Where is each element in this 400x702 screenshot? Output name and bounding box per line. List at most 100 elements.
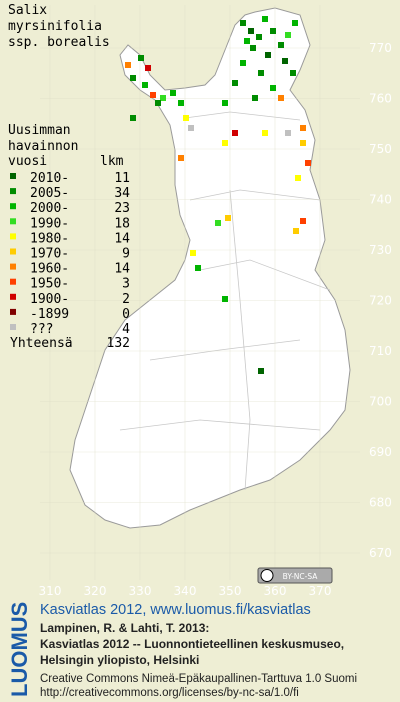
legend-heading: Uusimman bbox=[8, 123, 71, 138]
legend-count: 3 bbox=[122, 277, 130, 292]
license-url[interactable]: http://creativecommons.org/licenses/by-n… bbox=[40, 687, 299, 699]
record-square bbox=[150, 92, 156, 98]
legend-heading: havainnon bbox=[8, 139, 78, 154]
legend-swatch bbox=[10, 308, 16, 315]
grid-label: 720 bbox=[369, 294, 392, 308]
record-square bbox=[278, 42, 284, 48]
legend-count: 2 bbox=[122, 292, 130, 307]
record-square bbox=[188, 125, 194, 131]
cc-icon bbox=[260, 569, 274, 582]
legend-label: 1900- bbox=[30, 292, 69, 307]
legend-count: 4 bbox=[122, 322, 130, 337]
record-square bbox=[252, 95, 258, 101]
legend-label: 1950- bbox=[30, 277, 69, 292]
record-square bbox=[300, 218, 306, 224]
record-square bbox=[285, 32, 291, 38]
legend-label: 1990- bbox=[30, 216, 69, 231]
title-line: Salix bbox=[8, 3, 47, 18]
grid-label: 730 bbox=[369, 243, 392, 257]
record-square bbox=[285, 130, 291, 136]
record-square bbox=[293, 228, 299, 234]
footer-link[interactable]: Kasviatlas 2012, www.luomus.fi/kasviatla… bbox=[40, 602, 311, 618]
record-square bbox=[155, 100, 161, 106]
record-square bbox=[305, 160, 311, 166]
grid-label: 360 bbox=[264, 584, 287, 598]
legend-label: 1970- bbox=[30, 247, 69, 262]
record-square bbox=[222, 140, 228, 146]
record-square bbox=[282, 58, 288, 64]
legend-count: 34 bbox=[114, 186, 130, 201]
record-square bbox=[292, 20, 298, 26]
record-square bbox=[256, 34, 262, 40]
record-square bbox=[240, 20, 246, 26]
title-line: ssp. borealis bbox=[8, 35, 110, 50]
legend-swatch bbox=[10, 203, 16, 210]
record-square bbox=[130, 115, 136, 121]
record-square bbox=[295, 175, 301, 181]
legend-swatch bbox=[10, 173, 16, 179]
license-text: Creative Commons Nimeä-Epäkaupallinen-Ta… bbox=[40, 673, 357, 685]
total-count: 132 bbox=[107, 336, 130, 351]
grid-label: 740 bbox=[369, 193, 392, 207]
record-square bbox=[160, 95, 166, 101]
legend-swatch bbox=[10, 188, 16, 195]
legend-heading: vuosi bbox=[8, 154, 47, 169]
citation: Lampinen, R. & Lahti, T. 2013: bbox=[40, 621, 209, 635]
legend-count: 9 bbox=[122, 247, 130, 262]
record-square bbox=[248, 28, 254, 34]
record-square bbox=[262, 130, 268, 136]
legend-label: ??? bbox=[30, 322, 53, 337]
legend-swatch bbox=[10, 218, 16, 225]
legend-label: 1960- bbox=[30, 262, 69, 277]
license-badge: BY-NC-SA bbox=[257, 567, 333, 584]
record-square bbox=[250, 45, 256, 51]
grid-label: 710 bbox=[369, 344, 392, 358]
legend-count: 18 bbox=[114, 216, 130, 231]
record-square bbox=[130, 75, 136, 81]
legend-swatch bbox=[10, 233, 16, 240]
legend-label: 2005- bbox=[30, 186, 69, 201]
grid-label: 350 bbox=[219, 584, 242, 598]
badge-text: BY-NC-SA bbox=[283, 572, 319, 581]
legend-label: 1980- bbox=[30, 231, 69, 246]
logo: LUOMUS bbox=[7, 602, 32, 697]
record-square bbox=[170, 90, 176, 96]
record-square bbox=[125, 62, 131, 68]
grid-label: 690 bbox=[369, 445, 392, 459]
record-square bbox=[270, 85, 276, 91]
legend-swatch bbox=[10, 248, 16, 255]
grid-label: 320 bbox=[84, 584, 107, 598]
record-square bbox=[215, 220, 221, 226]
region-borders bbox=[119, 111, 331, 491]
record-square bbox=[222, 100, 228, 106]
record-square bbox=[300, 125, 306, 131]
record-square bbox=[278, 95, 284, 101]
record-square bbox=[145, 65, 151, 71]
record-square bbox=[258, 70, 264, 76]
legend-count-heading: lkm bbox=[100, 154, 124, 169]
record-square bbox=[240, 60, 246, 66]
legend-count: 0 bbox=[122, 307, 130, 322]
record-square bbox=[183, 115, 189, 121]
grid-label: 750 bbox=[369, 142, 392, 156]
legend-count: 14 bbox=[114, 262, 130, 277]
record-square bbox=[258, 368, 264, 374]
record-square bbox=[300, 140, 306, 146]
record-square bbox=[225, 215, 231, 221]
legend-swatch bbox=[10, 263, 16, 270]
total-label: Yhteensä bbox=[10, 336, 73, 351]
citation: Helsingin yliopisto, Helsinki bbox=[40, 653, 199, 667]
legend-swatch bbox=[10, 324, 16, 330]
legend-label: 2000- bbox=[30, 201, 69, 216]
legend-swatch bbox=[10, 278, 16, 285]
grid-label: 340 bbox=[174, 584, 197, 598]
record-square bbox=[232, 80, 238, 86]
legend-swatch bbox=[10, 293, 16, 300]
grid-label: 680 bbox=[369, 496, 392, 510]
record-square bbox=[190, 250, 196, 256]
record-square bbox=[178, 155, 184, 161]
record-square bbox=[222, 296, 228, 302]
record-square bbox=[244, 38, 250, 44]
grid-label: 330 bbox=[129, 584, 152, 598]
grid-label: 370 bbox=[309, 584, 332, 598]
